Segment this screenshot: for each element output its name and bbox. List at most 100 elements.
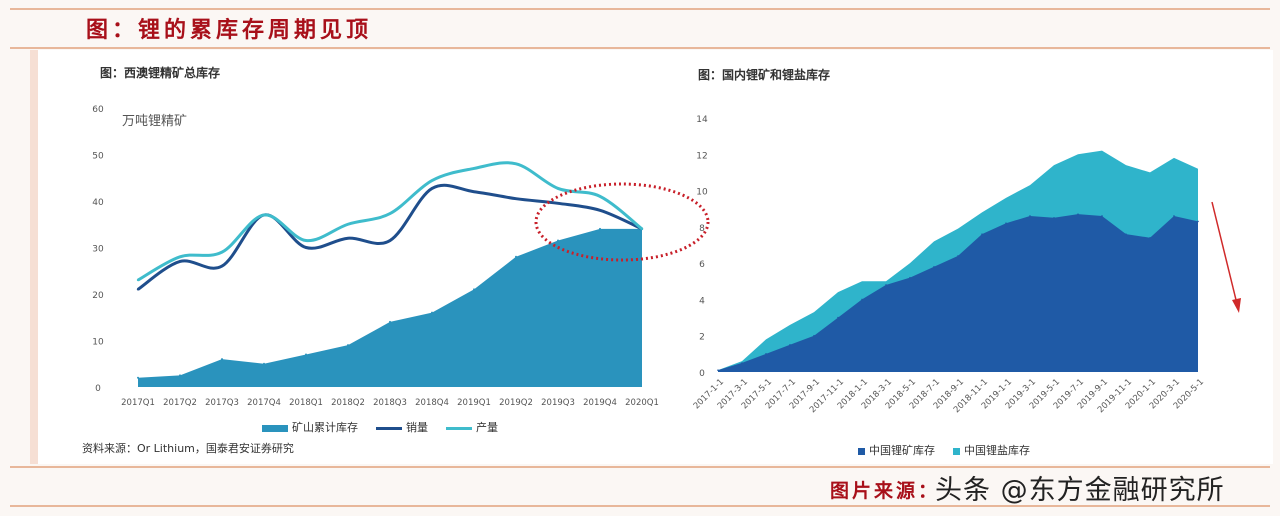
area-point <box>1149 236 1151 239</box>
area-point <box>221 358 223 361</box>
y-tick-label: 10 <box>92 338 104 348</box>
x-tick-label: 2018Q4 <box>415 398 449 408</box>
legend-label: 销量 <box>406 421 428 434</box>
line-point <box>136 278 140 282</box>
x-tick-label: 2017Q4 <box>247 398 281 408</box>
bottom-rule-2 <box>10 505 1270 507</box>
line-point <box>472 167 476 170</box>
area-ore-inventory <box>718 214 1198 372</box>
area-point <box>837 316 839 319</box>
line-point <box>178 260 182 263</box>
area-point <box>885 284 887 286</box>
legend-label: 中国锂盐库存 <box>964 444 1030 457</box>
legend-swatch <box>262 424 288 432</box>
watermark: 头条 @东方金融研究所 <box>935 475 1225 506</box>
legend-swatch <box>858 447 865 455</box>
area-point <box>1029 215 1031 217</box>
area-point <box>1125 233 1127 235</box>
area-point <box>933 265 935 268</box>
area-point <box>981 233 983 235</box>
left-legend: 矿山累计库存 销量 产量 <box>262 419 498 435</box>
x-tick-label: 2018Q1 <box>289 398 323 408</box>
right-chart-title: 图：国内锂矿和锂盐库存 <box>698 68 831 82</box>
area-mine-inventory <box>138 228 642 387</box>
line-point <box>304 246 308 249</box>
area-point <box>305 353 307 356</box>
area-point <box>515 255 517 258</box>
y-tick-label: 60 <box>92 105 104 115</box>
area-point <box>431 311 433 314</box>
bottom-rule <box>10 466 1270 468</box>
area-point <box>1173 215 1175 217</box>
right-legend: 中国锂矿库存 中国锂盐库存 <box>858 442 1030 458</box>
line-point <box>472 190 476 193</box>
y-tick-label: 4 <box>699 296 705 306</box>
line-point <box>640 227 644 231</box>
area-point <box>179 374 181 377</box>
area-point <box>137 376 139 379</box>
area-point <box>263 362 265 365</box>
legend-item: 中国锂盐库存 <box>953 442 1030 458</box>
area-point <box>1005 222 1007 225</box>
legend-label: 产量 <box>476 421 498 434</box>
highlight-ellipse <box>534 182 710 262</box>
legend-swatch <box>953 447 960 455</box>
y-tick-label: 6 <box>699 260 705 270</box>
area-point <box>557 239 559 242</box>
line-point <box>220 250 224 254</box>
legend-label: 矿山累计库存 <box>292 421 358 434</box>
y-tick-label: 10 <box>696 188 708 198</box>
legend-item: 产量 <box>446 419 498 435</box>
x-tick-label: 2019Q2 <box>499 398 533 408</box>
legend-item: 矿山累计库存 <box>262 419 358 435</box>
line-point <box>262 213 266 217</box>
x-tick-label: 2019Q4 <box>583 398 617 408</box>
legend-swatch <box>376 426 402 430</box>
area-point <box>1053 216 1055 219</box>
x-tick-label: 2017Q3 <box>205 398 239 408</box>
line-point <box>178 255 182 258</box>
x-tick-label: 2018Q3 <box>373 398 407 408</box>
area-point <box>1197 220 1199 223</box>
line-point <box>388 239 392 242</box>
x-tick-label: 2019Q1 <box>457 398 491 408</box>
image-source-label: 图片来源： <box>830 480 941 502</box>
x-tick-label: 2017Q1 <box>121 398 155 408</box>
x-tick-label: 2020Q1 <box>625 398 659 408</box>
page-title: 图：锂的累库存周期见顶 <box>86 18 373 43</box>
area-point <box>741 362 743 364</box>
line-point <box>304 239 308 242</box>
y-tick-label: 0 <box>699 369 705 379</box>
line-point <box>220 264 224 268</box>
line-point <box>514 162 518 165</box>
y-tick-label: 14 <box>696 115 708 125</box>
area-point <box>1101 215 1103 217</box>
x-tick-label: 2019Q3 <box>541 398 575 408</box>
line-point <box>346 237 350 240</box>
y-tick-label: 8 <box>699 224 705 234</box>
title-rule <box>10 47 1270 49</box>
left-chart-title: 图：西澳锂精矿总库存 <box>100 66 221 80</box>
area-point <box>599 227 601 230</box>
line-point <box>136 288 140 291</box>
legend-item: 销量 <box>376 419 428 435</box>
line-point <box>598 209 602 212</box>
legend-swatch <box>446 426 472 430</box>
line-point <box>556 187 560 190</box>
area-point <box>957 255 959 257</box>
area-point <box>717 369 719 371</box>
area-point <box>861 298 863 301</box>
legend-item: 中国锂矿库存 <box>858 442 935 458</box>
legend-label: 中国锂矿库存 <box>869 444 935 457</box>
trend-arrow-shaft <box>1211 201 1239 309</box>
y-tick-label: 0 <box>95 384 101 394</box>
line-point <box>430 187 434 190</box>
line-point <box>514 197 518 200</box>
y-tick-label: 50 <box>92 152 104 162</box>
area-point <box>765 353 767 355</box>
left-y-unit: 万吨锂精矿 <box>122 114 188 129</box>
y-tick-label: 2 <box>699 333 705 343</box>
top-rule <box>10 8 1270 10</box>
area-point <box>347 344 349 347</box>
